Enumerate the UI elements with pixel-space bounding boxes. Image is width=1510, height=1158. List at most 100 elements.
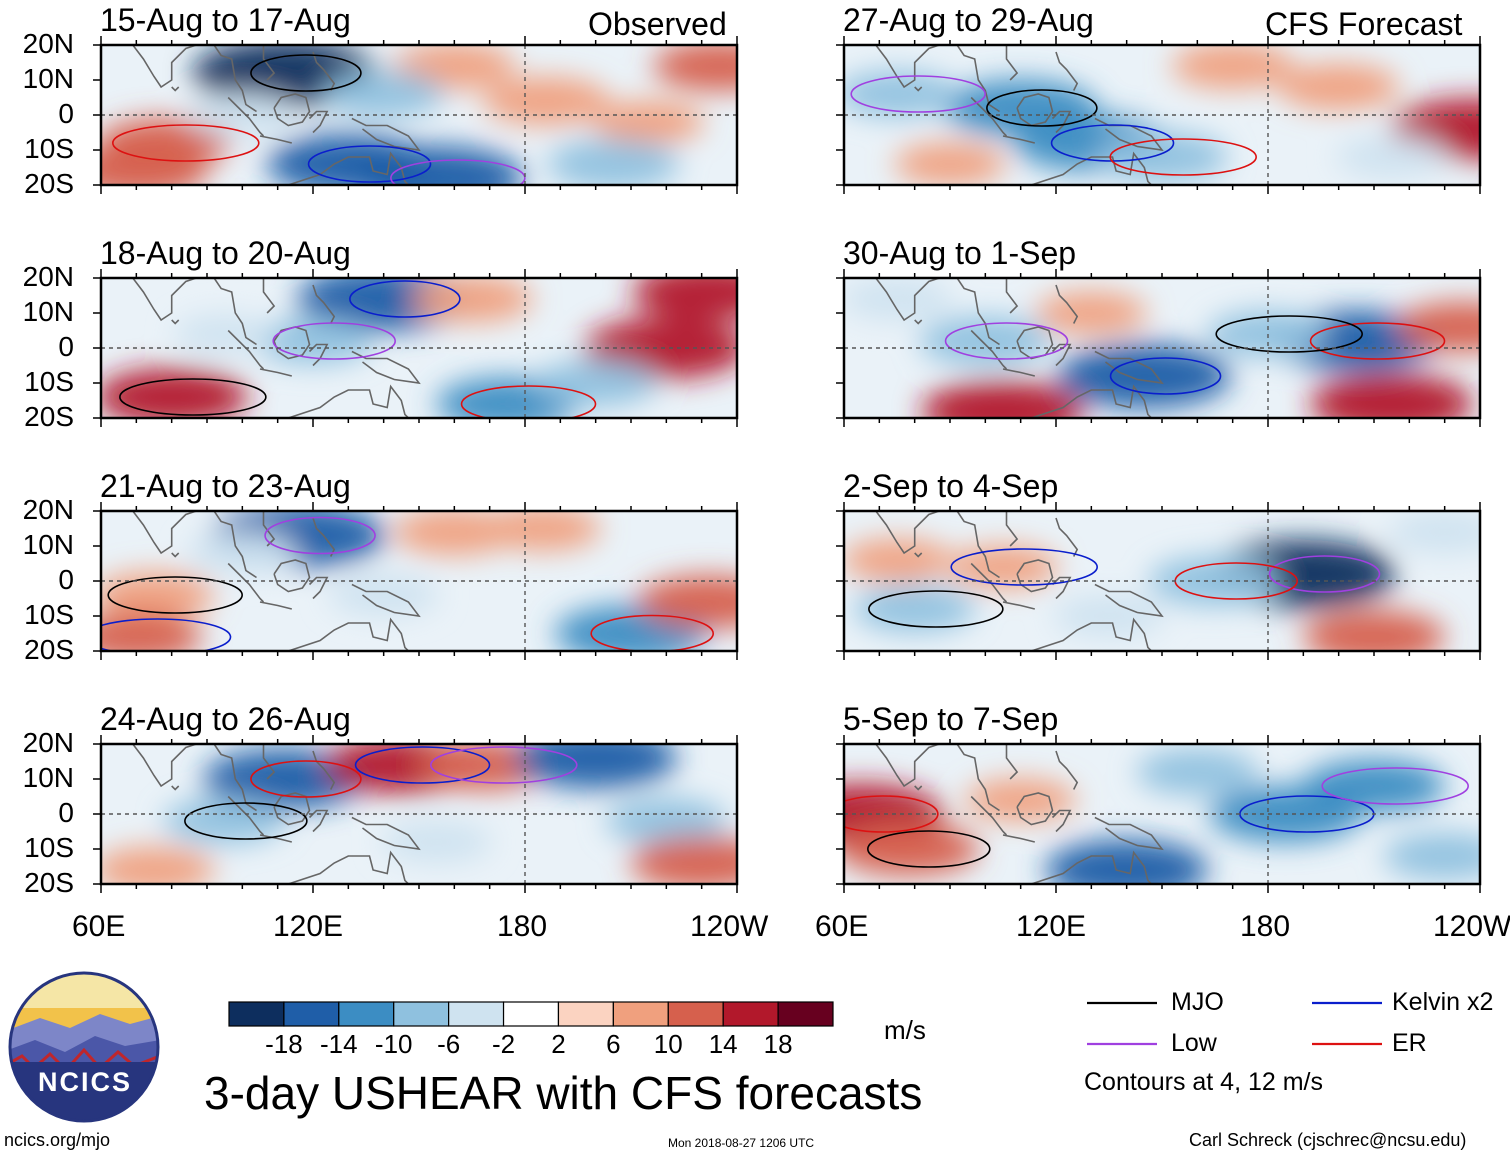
coastline <box>1055 750 1079 790</box>
coastline <box>1016 326 1054 360</box>
x-tick-label: 60E <box>72 910 126 943</box>
shear-anomaly-blob <box>101 846 215 884</box>
panel-title: 2-Sep to 4-Sep <box>843 468 1059 504</box>
shear-anomaly-blob <box>186 531 298 575</box>
panel-title: 24-Aug to 26-Aug <box>100 701 351 737</box>
y-tick-label: 20S <box>24 634 74 665</box>
wave-contour <box>844 795 939 833</box>
site-url[interactable]: ncics.org/mjo <box>4 1130 111 1150</box>
coastline <box>213 511 257 579</box>
y-tick-label: 20N <box>22 727 74 758</box>
coastline <box>1055 284 1079 324</box>
coastline <box>308 809 329 833</box>
shear-anomaly-blob <box>1057 343 1232 409</box>
coastline <box>1031 850 1152 884</box>
shear-anomaly-blob <box>174 314 276 354</box>
coastline <box>312 284 336 324</box>
shear-anomaly-blob <box>1396 302 1480 352</box>
legend-label: Low <box>1171 1029 1217 1057</box>
shear-anomaly-blob <box>844 538 953 582</box>
shear-anomaly-blob <box>484 511 601 551</box>
shear-anomaly-blob <box>322 70 445 118</box>
y-tick-label: 0 <box>58 331 74 362</box>
colorbar-swatch <box>393 1001 450 1027</box>
wave-contour <box>1109 138 1257 176</box>
contour-note: Contours at 4, 12 m/s <box>1084 1068 1324 1096</box>
coastline <box>262 511 276 547</box>
colorbar-swatch <box>228 1001 285 1027</box>
colorbar-swatch <box>777 1001 834 1027</box>
shear-anomaly-blob <box>632 278 737 321</box>
coastline <box>914 86 923 92</box>
coastline <box>351 350 421 385</box>
shear-anomaly-blob <box>965 778 1077 822</box>
coastline <box>1051 576 1072 600</box>
coastline <box>171 552 180 558</box>
coastline <box>259 135 292 144</box>
coastline <box>1055 51 1079 91</box>
coastline <box>288 850 409 884</box>
shear-anomaly-blob <box>349 145 524 185</box>
coastline <box>262 278 276 314</box>
coastline <box>956 278 1000 346</box>
coastline <box>308 576 329 600</box>
shear-anomaly-blob <box>514 744 678 789</box>
y-tick-label: 20N <box>22 28 74 59</box>
shear-anomaly-blob <box>328 573 440 617</box>
wave-contour <box>390 159 526 185</box>
coastline <box>1051 343 1072 367</box>
coastline <box>956 45 1000 113</box>
x-tick-label: 120E <box>273 910 344 943</box>
wave-contour <box>184 802 308 840</box>
x-tick-label: 60E <box>815 910 869 943</box>
coastline <box>288 151 409 185</box>
map-panel <box>844 278 1480 418</box>
x-tick-label: 180 <box>1240 910 1291 943</box>
map-panel <box>844 744 1480 884</box>
x-tick-label: 120W <box>690 910 769 943</box>
shear-anomaly-blob <box>1336 135 1448 179</box>
forecast-label: CFS Forecast <box>1265 6 1463 42</box>
coastline <box>875 744 940 788</box>
map-panel <box>101 744 737 884</box>
coastline <box>227 562 265 603</box>
panel-title: 15-Aug to 17-Aug <box>100 2 351 38</box>
shear-anomaly-blob <box>921 380 1085 418</box>
coastline <box>1005 511 1019 547</box>
coastline <box>308 343 329 367</box>
coastline <box>308 110 329 134</box>
wave-contour <box>354 746 491 784</box>
shear-anomaly-blob <box>894 142 1006 185</box>
coastline <box>914 552 923 558</box>
wave-contour <box>264 516 376 555</box>
coastline <box>956 744 1000 812</box>
shear-anomaly-blob <box>630 836 737 884</box>
coastline <box>970 562 1008 603</box>
timestamp: Mon 2018-08-27 1206 UTC <box>668 1136 815 1150</box>
wave-contour <box>272 322 397 360</box>
coastline <box>1002 368 1035 377</box>
author-credit: Carl Schreck (cjschrec@ncsu.edu) <box>1189 1130 1467 1150</box>
coastline <box>273 93 311 127</box>
wave-contour <box>1321 767 1469 805</box>
wave-contour <box>866 830 991 868</box>
wave-contour <box>950 548 1098 586</box>
coastline <box>132 45 197 89</box>
ncics-logo <box>8 971 160 1123</box>
shear-anomaly-blob <box>534 359 657 407</box>
coastline <box>1031 384 1152 418</box>
colorbar-swatch <box>283 1001 340 1027</box>
coastline <box>1016 559 1054 593</box>
colorbar-tick-label: 10 <box>653 1029 683 1059</box>
y-tick-label: 20N <box>22 494 74 525</box>
coastline <box>262 45 276 81</box>
shear-anomaly-blob <box>947 545 1059 589</box>
coastline <box>914 785 923 791</box>
colorbar-tick-label: 6 <box>606 1029 621 1059</box>
wave-contour <box>590 614 714 651</box>
colorbar-swatch <box>338 1001 395 1027</box>
wave-contour <box>250 54 362 92</box>
y-tick-label: 10N <box>22 529 74 560</box>
coastline <box>1094 350 1164 385</box>
